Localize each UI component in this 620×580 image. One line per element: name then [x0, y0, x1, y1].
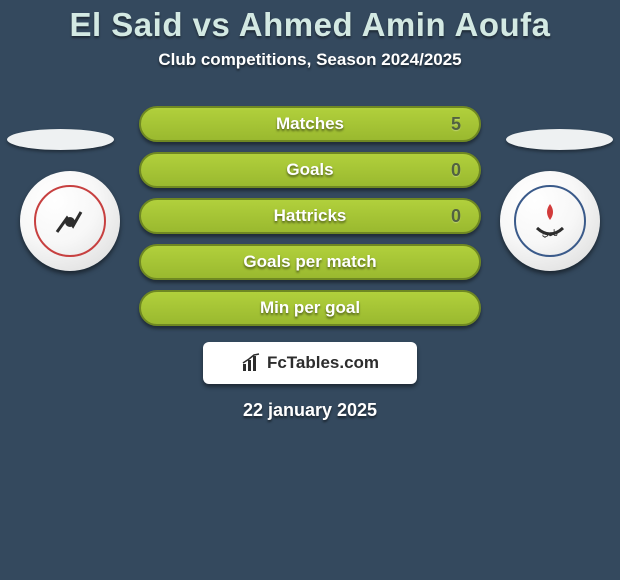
- player-left-club-badge: [20, 171, 120, 271]
- stat-value-right: 5: [451, 114, 461, 135]
- stat-value-right: 0: [451, 206, 461, 227]
- watermark-text: FcTables.com: [267, 353, 379, 373]
- subtitle: Club competitions, Season 2024/2025: [158, 50, 461, 70]
- page-title: El Said vs Ahmed Amin Aoufa: [69, 6, 550, 44]
- svg-text:نادي: نادي: [542, 228, 558, 238]
- stat-row: Goals per match: [139, 244, 481, 280]
- stat-row: Goals 0: [139, 152, 481, 188]
- player-right-club-badge: نادي: [500, 171, 600, 271]
- stat-label: Matches: [276, 114, 344, 134]
- stat-row: Hattricks 0: [139, 198, 481, 234]
- stats-list: Matches 5 Goals 0 Hattricks 0 Goals per …: [139, 106, 481, 326]
- stat-label: Goals: [286, 160, 333, 180]
- stat-row: Matches 5: [139, 106, 481, 142]
- crest-icon: نادي: [514, 185, 586, 257]
- crest-icon: [34, 185, 106, 257]
- player-left-name-plate: [7, 129, 114, 150]
- comparison-card: El Said vs Ahmed Amin Aoufa Club competi…: [0, 0, 620, 580]
- stat-row: Min per goal: [139, 290, 481, 326]
- stat-value-right: 0: [451, 160, 461, 181]
- stat-label: Hattricks: [274, 206, 347, 226]
- bars-icon: [241, 353, 261, 373]
- player-right-name-plate: [506, 129, 613, 150]
- stat-label: Goals per match: [243, 252, 376, 272]
- snapshot-date: 22 january 2025: [243, 400, 377, 421]
- watermark: FcTables.com: [203, 342, 417, 384]
- stat-label: Min per goal: [260, 298, 360, 318]
